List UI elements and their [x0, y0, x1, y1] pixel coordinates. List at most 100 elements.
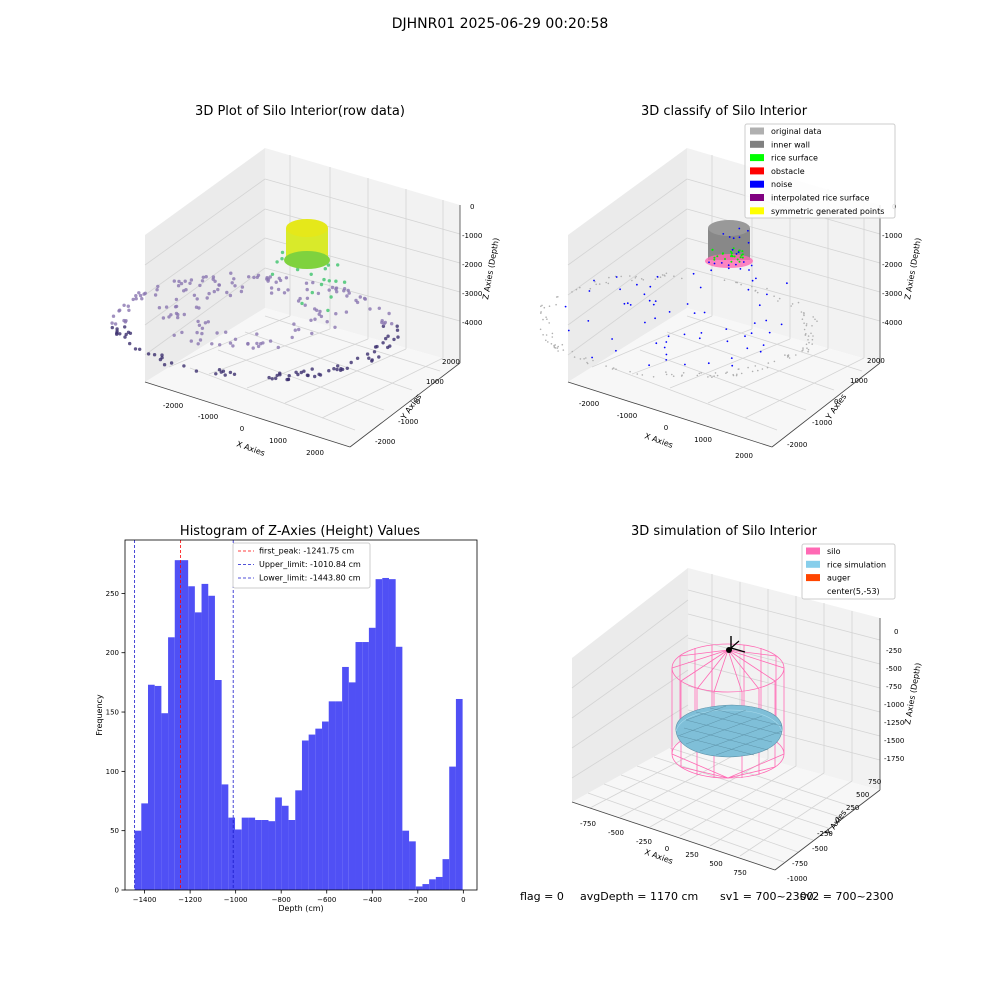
histogram-plot: −1400 −1200 −1000 −800 −600 −400 −200 0 0 50 100 1… — [95, 539, 478, 913]
noise-point — [663, 346, 666, 349]
noise-point — [780, 323, 783, 326]
original-point — [557, 296, 559, 298]
x-tick-label: 250 — [685, 851, 698, 859]
raw-point — [309, 272, 313, 276]
original-point — [808, 341, 810, 344]
raw-point — [232, 372, 237, 376]
raw-point — [274, 376, 278, 381]
z-tick-label: -3000 — [882, 290, 902, 298]
raw-point — [270, 272, 275, 276]
noise-point — [738, 227, 741, 230]
noise-point — [750, 332, 753, 335]
noise-point — [735, 253, 738, 255]
x-tick-label: −400 — [363, 896, 382, 904]
rice-surface-point — [711, 248, 714, 251]
raw-point — [110, 325, 115, 330]
original-point — [726, 371, 728, 373]
original-point — [540, 305, 542, 308]
histogram-bar — [429, 879, 436, 890]
original-point — [542, 334, 544, 336]
rice-surface-point — [730, 252, 733, 255]
raw-point — [169, 313, 173, 317]
noise-point — [615, 349, 617, 352]
raw-point — [276, 345, 280, 350]
raw-point — [212, 289, 216, 294]
original-point — [640, 278, 643, 280]
histogram-bars — [134, 560, 463, 890]
noise-point — [667, 335, 670, 338]
raw-point — [276, 287, 281, 292]
raw-point — [115, 329, 119, 333]
raw-point — [326, 308, 330, 313]
raw-3d-plot: -2000 -1000 0 1000 2000 -2000 -1000 0 10… — [110, 148, 500, 458]
original-point — [777, 300, 779, 302]
raw-point — [240, 285, 245, 289]
rice-surface-point — [733, 255, 736, 258]
raw-point — [345, 366, 349, 370]
legend-swatch — [750, 194, 764, 201]
raw-point — [295, 267, 300, 272]
raw-point — [200, 331, 204, 336]
raw-point — [278, 371, 282, 375]
original-point — [659, 276, 662, 278]
original-point — [747, 366, 749, 369]
histogram-bar — [134, 830, 142, 890]
original-point — [615, 368, 617, 370]
raw-point — [266, 279, 270, 283]
original-point — [589, 287, 592, 290]
noise-point — [768, 331, 771, 334]
histogram-bar — [168, 637, 175, 890]
original-point — [612, 367, 615, 369]
original-point — [664, 275, 666, 277]
original-point — [806, 347, 808, 349]
x-tick-label: 0 — [240, 425, 244, 433]
raw-point — [172, 333, 176, 337]
y-tick-label: 50 — [110, 827, 119, 835]
legend-label: Upper_limit: -1010.84 cm — [259, 560, 361, 569]
original-point — [605, 365, 607, 367]
original-point — [545, 334, 548, 336]
noise-point — [747, 288, 750, 291]
y-tick-label: 0 — [835, 816, 839, 824]
original-point — [811, 343, 813, 345]
raw-point — [355, 356, 360, 360]
y-tick-label: 100 — [106, 768, 119, 776]
original-point — [698, 372, 701, 375]
status-footer: flag = 0 avgDepth = 1170 cm sv1 = 700~23… — [0, 890, 1000, 906]
y-tick-label: 0 — [416, 398, 420, 406]
original-point — [585, 357, 587, 359]
histogram-bar — [409, 841, 416, 890]
raw-point — [329, 295, 333, 299]
raw-point — [228, 293, 233, 298]
original-point — [554, 344, 556, 346]
original-point — [810, 332, 812, 335]
original-point — [629, 370, 631, 373]
original-point — [805, 323, 808, 325]
original-point — [540, 311, 542, 313]
x-axis-label: X Axies — [235, 439, 266, 458]
raw-point — [315, 308, 319, 312]
original-point — [671, 373, 673, 376]
original-point — [736, 373, 738, 376]
noise-point — [753, 322, 756, 324]
noise-point — [751, 279, 754, 282]
noise-point — [762, 344, 765, 346]
z-tick-label: -1250 — [884, 719, 904, 727]
z-tick-label: -1500 — [884, 737, 904, 745]
raw-point — [255, 332, 259, 336]
raw-point — [322, 277, 326, 282]
raw-point — [158, 357, 163, 362]
raw-point — [230, 281, 234, 285]
histogram-x-label: Depth (cm) — [278, 904, 323, 913]
raw-point — [143, 291, 147, 295]
noise-point — [748, 269, 750, 271]
y-tick-label: 2000 — [867, 357, 885, 365]
legend-label: auger — [827, 574, 851, 583]
histogram-bar — [228, 817, 236, 890]
z-tick-label: -1750 — [884, 755, 904, 763]
y-tick-label: 0 — [115, 887, 119, 895]
z-tick-label: -250 — [886, 647, 902, 655]
raw-point — [204, 275, 208, 279]
raw-surface-top — [286, 219, 328, 237]
original-point — [773, 360, 776, 363]
